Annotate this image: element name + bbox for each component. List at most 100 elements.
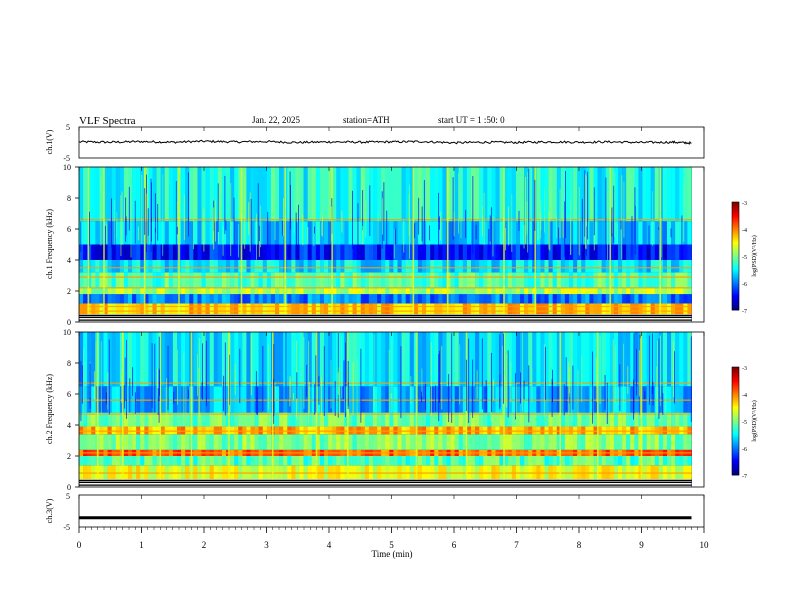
- spectrogram-cell: [393, 303, 398, 315]
- spectrogram-cell: [548, 272, 553, 288]
- spectrogram-cell: [381, 260, 386, 273]
- spectrogram-cell: [499, 303, 504, 315]
- spectrogram-cell: [209, 260, 215, 273]
- spectrogram-cell: [426, 332, 431, 387]
- spectrogram-cell: [295, 244, 300, 260]
- spectrogram-cell: [679, 287, 684, 295]
- colorbar-swatch: [732, 293, 739, 296]
- spectrogram-cell: [344, 434, 349, 450]
- spectrogram-cell: [193, 332, 198, 387]
- spectrogram-cell: [172, 287, 178, 295]
- spectrogram-cell: [430, 332, 435, 387]
- spectrogram-cell: [683, 386, 688, 413]
- spectrogram-cell: [385, 412, 390, 427]
- spectrogram-cell: [593, 294, 598, 304]
- spectrogram-cell: [193, 221, 198, 245]
- spectrogram-cell: [450, 294, 455, 304]
- spectrogram-cell: [132, 272, 137, 288]
- colorbar-swatch: [732, 209, 739, 212]
- spectrogram-cell: [536, 332, 541, 387]
- spectrogram-cell: [675, 221, 680, 245]
- spectrogram-cell: [630, 167, 635, 222]
- spectrogram-cell: [377, 386, 382, 413]
- spectrogram-cell: [560, 303, 566, 315]
- spectrogram-cell: [115, 412, 121, 427]
- spectrogram-cell: [299, 412, 304, 427]
- spectrogram-cell: [230, 260, 235, 273]
- spectrogram-cell: [181, 272, 186, 288]
- spectrogram-cell: [634, 221, 639, 245]
- spectrogram-cell: [177, 332, 182, 387]
- spectrogram-cell: [115, 287, 121, 295]
- spectrogram-cell: [613, 167, 619, 222]
- spectrogram-cell: [499, 244, 504, 260]
- spectrogram-cell: [238, 386, 243, 413]
- spectrogram-cell: [609, 272, 615, 288]
- spectrogram-cell: [426, 244, 431, 260]
- spectrogram-cell: [344, 260, 349, 273]
- spectrogram-cell: [675, 332, 680, 387]
- spectrogram-cell: [373, 426, 378, 435]
- spectrogram-cell: [687, 426, 692, 435]
- spectrogram-cell: [589, 456, 594, 466]
- spectrogram-cell: [246, 272, 251, 288]
- spectrogram-cell: [601, 303, 607, 315]
- ch1-freq-ylabel: ch.1 Frequency (kHz): [45, 209, 54, 279]
- spectrogram-cell: [430, 426, 435, 435]
- spectrogram-cell: [548, 465, 553, 480]
- colorbar-swatch: [732, 458, 739, 461]
- spectrogram-cell: [91, 434, 96, 450]
- spectrogram-cell: [532, 244, 537, 260]
- spectrogram-cell: [507, 272, 513, 288]
- spectrogram-cell: [434, 294, 439, 304]
- spectrogram-cell: [552, 167, 558, 222]
- spectrogram-cell: [275, 287, 280, 295]
- spectrogram-cell: [262, 221, 268, 245]
- spectrogram-cell: [687, 465, 692, 480]
- spectrogram-cell: [95, 303, 100, 315]
- spectrogram-cell: [654, 244, 660, 260]
- spectrogram-cell: [336, 434, 341, 450]
- spectrogram-cell: [454, 272, 460, 288]
- spectrogram-cell: [532, 434, 537, 450]
- spectrogram-cell: [258, 412, 264, 427]
- spectrogram-cell: [585, 244, 590, 260]
- spectrogram-cell: [303, 167, 308, 222]
- spectrogram-cell: [381, 465, 386, 480]
- colorbar-swatch: [732, 385, 739, 388]
- spectrogram-cell: [475, 386, 480, 413]
- spectrogram-cell: [401, 434, 406, 450]
- spectrogram-cell: [381, 244, 386, 260]
- spectrogram-cell: [279, 303, 284, 315]
- spectrogram-cell: [307, 272, 313, 288]
- spectrogram-cell: [552, 221, 558, 245]
- spectrogram-cell: [630, 287, 635, 295]
- spectrogram-cell: [589, 303, 594, 315]
- spectrogram-cell: [581, 434, 586, 450]
- spectrogram-cell: [548, 303, 553, 315]
- spectrogram-cell: [144, 412, 149, 427]
- spectrogram-cell: [107, 294, 112, 304]
- spectrogram-cell: [230, 434, 235, 450]
- spectrogram-cell: [556, 260, 562, 273]
- spectrogram-cell: [466, 303, 472, 315]
- spectrogram-cell: [422, 260, 427, 273]
- spectrogram-cell: [234, 412, 239, 427]
- spectrogram-cell: [123, 412, 129, 427]
- ch3-ytick-bottom: -5: [63, 523, 70, 532]
- spectrogram-cell: [511, 294, 517, 304]
- spectrogram-cell: [209, 303, 215, 315]
- spectrogram-cell: [475, 303, 480, 315]
- spectrogram-cell: [499, 260, 504, 273]
- spectrogram-cell: [601, 244, 607, 260]
- spectrogram-cell: [397, 434, 402, 450]
- spectrogram-cell: [405, 303, 411, 315]
- spectrogram-cell: [258, 465, 264, 480]
- spectrogram-cell: [667, 260, 672, 273]
- spectrogram-cell: [401, 303, 406, 315]
- spectrogram-cell: [344, 412, 349, 427]
- spectrogram-cell: [270, 287, 276, 295]
- spectrogram-cell: [581, 167, 586, 222]
- spectrogram-cell: [385, 332, 390, 387]
- spectrogram-cell: [675, 456, 680, 466]
